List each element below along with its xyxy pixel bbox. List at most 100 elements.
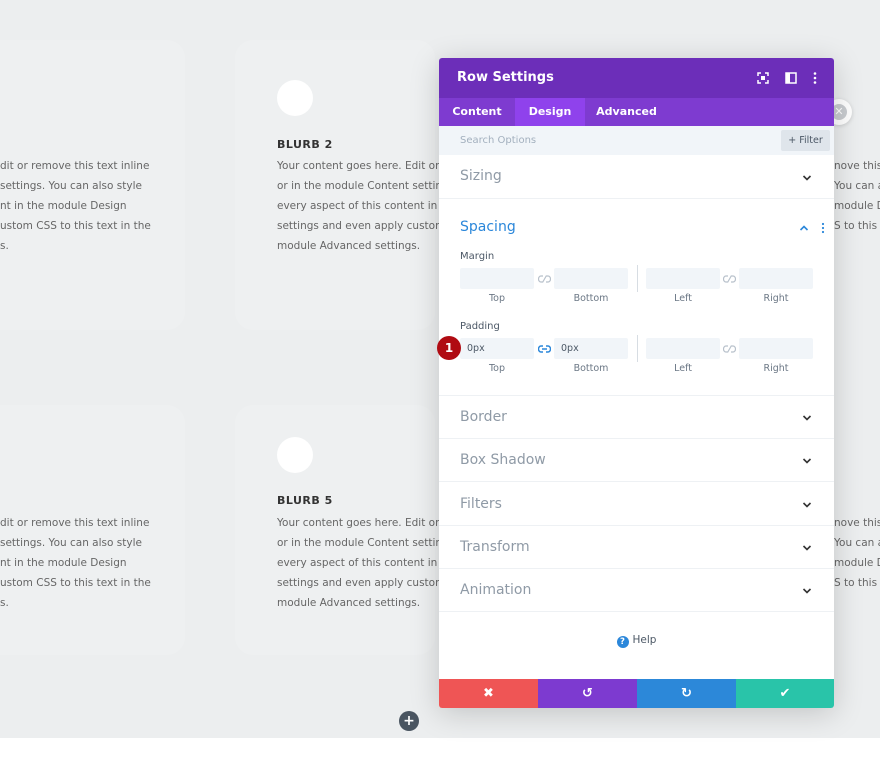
caption-top: Top [488, 293, 506, 304]
redo-icon: ↻ [681, 686, 692, 701]
chevron-down-icon [802, 175, 812, 181]
text-line: nt in the module Design [0, 557, 127, 569]
tab-content[interactable]: Content [452, 105, 502, 118]
section-title: Animation [460, 582, 532, 598]
blurb-text-line: or in the module Content settings. [277, 537, 458, 549]
column-card [235, 405, 435, 655]
section-transform[interactable]: Transform [439, 526, 834, 569]
text-line: module D [834, 200, 880, 212]
divider [637, 265, 638, 292]
text-line: settings. You can also style [0, 537, 142, 549]
modal-tabs: Content Design Advanced [439, 98, 834, 126]
close-icon: ✖ [483, 686, 494, 701]
blurb-text-line: settings and even apply custom CS [277, 220, 463, 232]
section-filters[interactable]: Filters [439, 482, 834, 526]
blurb-text-line: Your content goes here. Edit or rem [277, 160, 464, 172]
help-label: Help [632, 634, 657, 646]
more-options-icon[interactable] [807, 70, 823, 86]
link-icon[interactable] [723, 274, 736, 284]
padding-right-input[interactable] [739, 338, 813, 359]
blurb-text-line: every aspect of this content in the r [277, 557, 466, 569]
tab-advanced[interactable]: Advanced [596, 105, 657, 118]
split-view-icon[interactable] [783, 70, 799, 86]
blurb-title: BLURB 2 [277, 138, 333, 151]
section-title: Filters [460, 496, 502, 512]
chevron-up-icon[interactable] [799, 223, 809, 233]
margin-top-input[interactable] [460, 268, 534, 289]
section-spacing: Spacing Margin Top Bottom Left Right Pad… [439, 199, 834, 396]
margin-left-input[interactable] [646, 268, 720, 289]
add-row-button[interactable]: + [399, 711, 419, 731]
save-button[interactable]: ✔ [736, 679, 834, 708]
caption-left: Left [674, 363, 692, 374]
undo-icon: ↺ [582, 686, 593, 701]
blurb-text-line: module Advanced settings. [277, 240, 421, 252]
fullscreen-icon[interactable] [755, 70, 771, 86]
search-input[interactable]: Search Options [460, 135, 537, 146]
text-line: nove this t [834, 517, 880, 529]
cancel-button[interactable]: ✖ [439, 679, 538, 708]
link-active-icon[interactable] [538, 344, 551, 354]
text-line: ustom CSS to this text in the [0, 220, 151, 232]
text-line: s. [0, 240, 9, 252]
caption-bottom: Bottom [573, 363, 609, 374]
caption-right: Right [763, 363, 789, 374]
padding-left-input[interactable] [646, 338, 720, 359]
column-card [235, 40, 435, 330]
link-icon[interactable] [538, 274, 551, 284]
blurb-image [277, 437, 313, 473]
filter-button[interactable]: + Filter [781, 130, 830, 151]
chevron-down-icon [802, 458, 812, 464]
section-title: Spacing [460, 219, 516, 235]
modal-title: Row Settings [457, 70, 554, 85]
blurb-text-line: or in the module Content settings. [277, 180, 458, 192]
padding-top-input[interactable]: 0px [460, 338, 534, 359]
divider [637, 335, 638, 362]
text-line: You can a [834, 537, 880, 549]
chevron-down-icon [802, 415, 812, 421]
blurb-image [277, 80, 313, 116]
modal-footer: ✖ ↺ ↻ ✔ [439, 679, 834, 708]
filter-label: Filter [799, 135, 823, 146]
section-title: Transform [460, 539, 530, 555]
help-icon: ? [616, 636, 629, 648]
close-icon: ✕ [831, 104, 847, 120]
margin-bottom-input[interactable] [554, 268, 628, 289]
chevron-down-icon [802, 588, 812, 594]
section-border[interactable]: Border [439, 396, 834, 439]
redo-button[interactable]: ↻ [637, 679, 736, 708]
text-line: S to this te [834, 577, 880, 589]
padding-label: Padding [460, 321, 500, 332]
text-line: nt in the module Design [0, 200, 127, 212]
text-line: nove this t [834, 160, 880, 172]
text-line: module D [834, 557, 880, 569]
tab-design[interactable]: Design [515, 98, 585, 126]
padding-bottom-input[interactable]: 0px [554, 338, 628, 359]
text-line: s. [0, 597, 9, 609]
caption-bottom: Bottom [573, 293, 609, 304]
blurb-text-line: settings and even apply custom CS [277, 577, 463, 589]
check-icon: ✔ [779, 686, 791, 701]
column-card [0, 40, 185, 330]
help-link[interactable]: ? Help [439, 634, 834, 648]
blurb-text-line: every aspect of this content in the r [277, 200, 466, 212]
section-title: Border [460, 409, 507, 425]
caption-top: Top [488, 363, 506, 374]
step-badge: 1 [437, 336, 461, 360]
undo-button[interactable]: ↺ [538, 679, 637, 708]
chevron-down-icon [802, 545, 812, 551]
link-icon[interactable] [723, 344, 736, 354]
margin-label: Margin [460, 251, 495, 262]
blurb-title: BLURB 5 [277, 494, 333, 507]
section-animation[interactable]: Animation [439, 569, 834, 612]
blurb-text-line: Your content goes here. Edit or rem [277, 517, 464, 529]
section-menu-icon[interactable] [820, 222, 826, 234]
text-line: dit or remove this text inline [0, 160, 150, 172]
column-card [0, 405, 185, 655]
section-box-shadow[interactable]: Box Shadow [439, 439, 834, 482]
row-settings-modal: Row Settings Content Design Advanced Sea… [439, 58, 834, 708]
margin-right-input[interactable] [739, 268, 813, 289]
text-line: You can a [834, 180, 880, 192]
section-sizing[interactable]: Sizing [439, 155, 834, 199]
caption-left: Left [674, 293, 692, 304]
